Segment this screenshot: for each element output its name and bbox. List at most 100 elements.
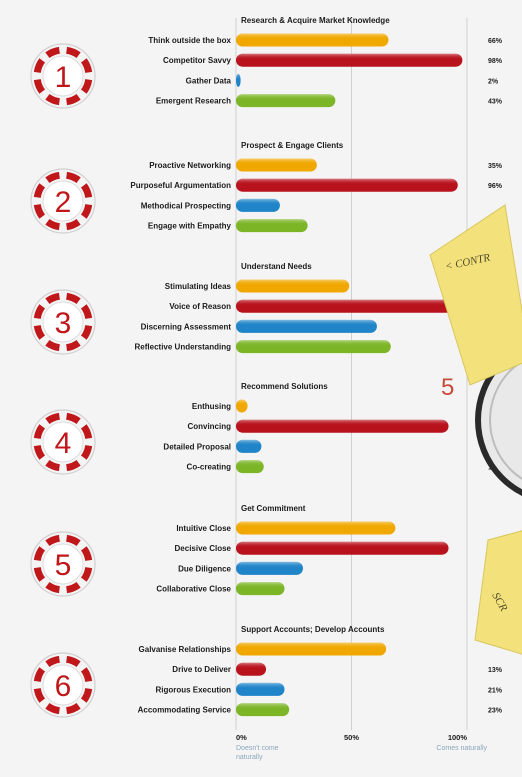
bar-label: Voice of Reason <box>169 302 231 311</box>
bar-value-label: 2% <box>488 78 499 85</box>
sticky-note-top <box>429 204 522 386</box>
bar-highlight <box>236 33 389 47</box>
badge-ring-segment <box>65 46 81 59</box>
bar-highlight <box>236 219 308 233</box>
section-title: Recommend Solutions <box>241 382 328 391</box>
section-number-badge: 4 <box>30 409 96 475</box>
bar-highlight <box>236 53 463 67</box>
badge-ring-segment <box>33 183 46 199</box>
stray-number: 5 <box>441 374 454 401</box>
bar-label: Reflective Understanding <box>135 343 232 352</box>
sticky-note-bottom <box>474 530 522 655</box>
x-tick-note-left-cont: naturally <box>236 754 263 761</box>
badge-ring-segment <box>80 424 93 440</box>
bar-label: Drive to Deliver <box>172 665 231 674</box>
bar-highlight <box>236 521 396 535</box>
badge-ring-segment <box>33 304 46 320</box>
badge-ring-segment <box>45 459 61 472</box>
badge-inner-disc <box>42 664 84 706</box>
bar-value-label: 35% <box>488 163 503 170</box>
bar-highlight <box>236 198 280 212</box>
bar-highlight <box>236 158 317 172</box>
badge-ring-segment <box>45 93 61 106</box>
badge-ring-segment <box>65 534 81 547</box>
bar-highlight <box>236 340 391 354</box>
bar-highlight <box>236 541 449 555</box>
badge-ring-segment <box>33 687 46 703</box>
badge-ring-segment <box>45 655 61 668</box>
badge-ring-segment <box>33 667 46 683</box>
bar-label: Rigorous Execution <box>155 685 231 694</box>
bar-highlight <box>236 703 290 717</box>
bar-label: Discerning Assessment <box>141 322 232 331</box>
badge-ring-segment <box>33 203 46 219</box>
bar-highlight <box>236 642 387 656</box>
bar-label: Collaborative Close <box>156 585 231 594</box>
badge-ring-segment <box>80 304 93 320</box>
x-tick-label: 100% <box>448 733 468 742</box>
badge-ring-segment <box>33 78 46 94</box>
section-number: 5 <box>55 549 72 582</box>
badge-ring-segment <box>65 655 81 668</box>
bar-highlight <box>236 279 350 293</box>
bar-label: Galvanise Relationships <box>139 645 232 654</box>
badge-ring-segment <box>45 171 61 184</box>
bar-label: Engage with Empathy <box>148 222 232 231</box>
bar-highlight <box>236 662 267 676</box>
section-title: Understand Needs <box>241 262 312 271</box>
badge-ring-segment <box>45 412 61 425</box>
bar-label: Emergent Research <box>156 97 231 106</box>
bar-highlight <box>236 682 285 696</box>
section-number-badge: 1 <box>30 43 96 109</box>
section-title: Research & Acquire Market Knowledge <box>241 16 390 25</box>
badge-ring-segment <box>45 292 61 305</box>
bar-label: Proactive Networking <box>149 161 231 170</box>
bar-label: Convincing <box>187 422 231 431</box>
section-number: 6 <box>55 670 72 703</box>
bar-value-label: 21% <box>488 687 503 694</box>
badge-ring-segment <box>45 702 61 715</box>
bar-highlight <box>236 178 458 192</box>
bar-label: Stimulating Ideas <box>165 282 232 291</box>
badge-outer-ring <box>30 289 96 355</box>
x-tick-label: 0% <box>236 733 247 742</box>
bar-value-label: 43% <box>488 99 503 106</box>
badge-ring-segment <box>80 78 93 94</box>
badge-ring-segment <box>33 424 46 440</box>
badge-ring-segment <box>65 581 81 594</box>
badge-ring-segment <box>33 444 46 460</box>
badge-ring-segment <box>45 46 61 59</box>
bar-label: Gather Data <box>186 76 232 85</box>
bar-value-label: 13% <box>488 667 503 674</box>
section-number-badge: 2 <box>30 168 96 234</box>
badge-inner-disc <box>42 180 84 222</box>
bar-highlight <box>236 582 285 596</box>
bar-label: Competitor Savvy <box>163 56 232 65</box>
section-number: 3 <box>55 307 72 340</box>
bar-value-label: 98% <box>488 58 503 65</box>
badge-ring-segment <box>80 444 93 460</box>
x-tick-note-left: Doesn't come <box>236 745 279 752</box>
badge-ring-segment <box>45 581 61 594</box>
bar-label: Purposeful Argumentation <box>130 181 231 190</box>
bar-highlight <box>236 299 458 313</box>
section-number: 4 <box>55 427 72 460</box>
badge-ring-segment <box>65 412 81 425</box>
badge-outer-ring <box>30 652 96 718</box>
badge-ring-segment <box>65 702 81 715</box>
badge-ring-segment <box>33 324 46 340</box>
magnifier-lens <box>475 343 522 497</box>
section-number-badge: 3 <box>30 289 96 355</box>
bar-highlight <box>236 460 264 474</box>
bar-label: Enthusing <box>192 402 231 411</box>
badge-outer-ring <box>30 43 96 109</box>
bar-label: Accommodating Service <box>138 706 232 715</box>
bar-label: Co-creating <box>187 463 232 472</box>
section-number-badge: 5 <box>30 531 96 597</box>
bar-label: Intuitive Close <box>176 524 231 533</box>
bar-value-label: 66% <box>488 38 503 45</box>
badge-ring-segment <box>33 546 46 562</box>
